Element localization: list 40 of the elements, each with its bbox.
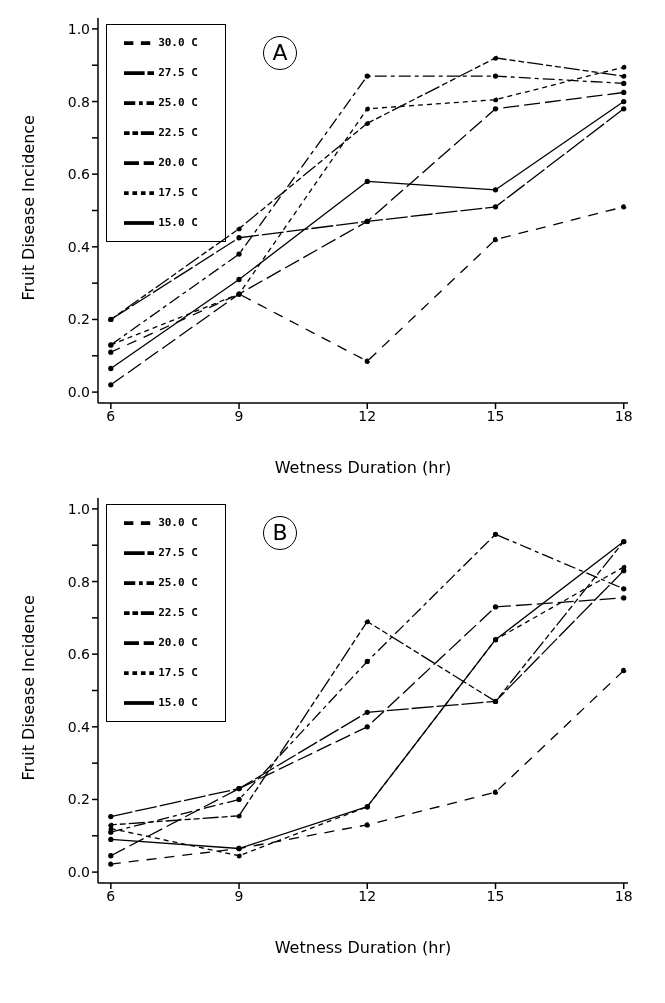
legend-label: 27.5 C <box>158 66 198 79</box>
legend-label: 30.0 C <box>158 36 198 49</box>
x-tick-label: 18 <box>614 887 633 904</box>
y-tick-label: 0.8 <box>67 93 90 110</box>
legend-label: 20.0 C <box>158 636 198 649</box>
legend-label: 20.0 C <box>158 156 198 169</box>
legend-label: 22.5 C <box>158 126 198 139</box>
legend-label: 25.0 C <box>158 96 198 109</box>
x-axis-title: Wetness Duration (hr) <box>274 458 452 477</box>
y-tick-label: 0.0 <box>67 864 90 881</box>
legend-label: 17.5 C <box>158 666 198 679</box>
legend-label: 27.5 C <box>158 546 198 559</box>
x-tick-label: 15 <box>486 887 505 904</box>
x-tick-label: 9 <box>234 887 244 904</box>
y-tick-label: 0.2 <box>67 791 90 808</box>
y-tick-label: 0.4 <box>67 718 91 735</box>
legend-label: 15.0 C <box>158 696 198 709</box>
legend-label: 22.5 C <box>158 606 198 619</box>
x-tick-label: 12 <box>358 407 377 424</box>
y-tick-label: 0.6 <box>67 166 91 183</box>
y-tick-label: 1.0 <box>67 500 90 517</box>
y-tick-label: 0.4 <box>67 238 91 255</box>
x-tick-label: 15 <box>486 407 505 424</box>
y-axis-title: Fruit Disease Incidence <box>18 595 38 781</box>
y-tick-label: 0.2 <box>67 311 90 328</box>
y-tick-label: 0.8 <box>67 573 90 590</box>
legend-label: 30.0 C <box>158 516 198 529</box>
y-tick-label: 0.6 <box>67 646 91 663</box>
x-tick-label: 18 <box>614 407 633 424</box>
x-tick-label: 12 <box>358 887 377 904</box>
y-tick-label: 0.0 <box>67 384 90 401</box>
x-axis-title: Wetness Duration (hr) <box>274 938 452 957</box>
x-tick-label: 6 <box>106 407 116 424</box>
x-tick-label: 6 <box>106 887 116 904</box>
legend-label: 25.0 C <box>158 576 198 589</box>
x-tick-label: 9 <box>234 407 244 424</box>
legend-label: 17.5 C <box>158 186 198 199</box>
y-tick-label: 1.0 <box>67 20 90 37</box>
y-axis-title: Fruit Disease Incidence <box>18 115 38 301</box>
legend-label: 15.0 C <box>158 216 198 229</box>
